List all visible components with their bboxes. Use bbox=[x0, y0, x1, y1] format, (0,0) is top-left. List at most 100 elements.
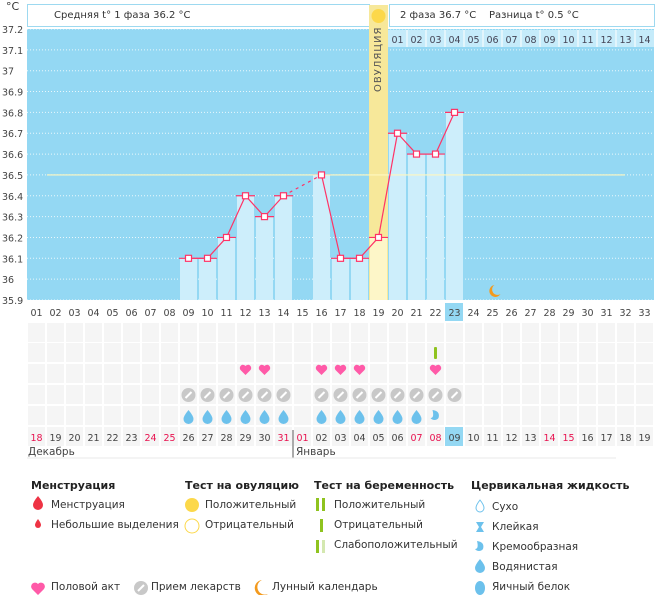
heart-icon bbox=[334, 364, 347, 375]
watery-fluid-icon bbox=[183, 410, 194, 424]
temperature-bar bbox=[389, 133, 406, 300]
grid-cell bbox=[123, 343, 140, 362]
phase2-day-label: 11 bbox=[581, 35, 593, 46]
phase2-day-label: 01 bbox=[391, 35, 403, 46]
ovulation-negative-icon bbox=[184, 518, 200, 534]
grid-cell bbox=[560, 323, 577, 342]
y-tick-label: 36 bbox=[2, 275, 14, 286]
temperature-line bbox=[320, 174, 342, 259]
cycle-day-label: 11 bbox=[220, 308, 232, 319]
watery-fluid-icon bbox=[259, 410, 270, 424]
grid-cell bbox=[522, 427, 539, 446]
phase2-day-label: 09 bbox=[543, 35, 555, 46]
calendar-date-label: 18 bbox=[30, 433, 42, 444]
y-tick-label: 36.8 bbox=[2, 108, 23, 119]
grid-cell bbox=[28, 323, 45, 342]
grid-cell bbox=[503, 406, 520, 425]
temperature-bar bbox=[180, 258, 197, 300]
grid-cell bbox=[142, 343, 159, 362]
pill-line bbox=[336, 391, 345, 399]
cycle-day-label: 29 bbox=[562, 308, 574, 319]
grid-cell bbox=[351, 323, 368, 342]
watery-fluid-icon bbox=[373, 410, 384, 424]
y-tick-label: 36.5 bbox=[2, 171, 23, 182]
grid-cell bbox=[503, 343, 520, 362]
grid-cell bbox=[275, 343, 292, 362]
grid-cell bbox=[579, 427, 596, 446]
cycle-day-label: 33 bbox=[638, 308, 650, 319]
phase2-day-label: 02 bbox=[410, 35, 422, 46]
temperature-bar bbox=[427, 154, 444, 300]
grid-cell bbox=[180, 427, 197, 446]
grid-cell bbox=[275, 364, 292, 383]
grid-cell bbox=[28, 364, 45, 383]
grid-cell bbox=[123, 406, 140, 425]
grid-cell bbox=[598, 364, 615, 383]
calendar-date-label: 19 bbox=[638, 433, 650, 444]
pill-line bbox=[241, 391, 250, 399]
grid-cell bbox=[370, 364, 387, 383]
grid-cell bbox=[351, 343, 368, 362]
grid-cell bbox=[370, 323, 387, 342]
grid-cell bbox=[617, 343, 634, 362]
grid-cell bbox=[389, 343, 406, 362]
grid-cell bbox=[199, 343, 216, 362]
calendar-date-label: 09 bbox=[448, 433, 460, 444]
grid-cell bbox=[66, 323, 83, 342]
cycle-day-label: 10 bbox=[201, 308, 213, 319]
grid-cell bbox=[465, 385, 482, 404]
calendar-date-label: 04 bbox=[353, 433, 365, 444]
grid-cell bbox=[123, 323, 140, 342]
grid-cell bbox=[294, 385, 311, 404]
temperature-point bbox=[431, 150, 440, 158]
grid-cell bbox=[636, 343, 653, 362]
grid-cell bbox=[484, 406, 501, 425]
grid-cell bbox=[104, 427, 121, 446]
grid-cell bbox=[28, 385, 45, 404]
grid-cell bbox=[294, 364, 311, 383]
grid-cell bbox=[446, 343, 463, 362]
heart-icon bbox=[258, 364, 271, 375]
grid-cell bbox=[636, 323, 653, 342]
grid-cell bbox=[522, 385, 539, 404]
grid-cell bbox=[541, 385, 558, 404]
legend-menstruation-title: Менструация bbox=[31, 479, 116, 492]
phase2-day-label: 07 bbox=[505, 35, 517, 46]
temperature-bar bbox=[408, 154, 425, 300]
grid-cell bbox=[28, 343, 45, 362]
grid-cell bbox=[313, 427, 330, 446]
grid-cell bbox=[446, 323, 463, 342]
grid-cell bbox=[560, 343, 577, 362]
phase2-day-label: 10 bbox=[562, 35, 574, 46]
grid-cell bbox=[237, 323, 254, 342]
grid-cell bbox=[161, 343, 178, 362]
cycle-day-label: 20 bbox=[391, 308, 403, 319]
ovulation-positive-icon bbox=[185, 498, 199, 512]
calendar-date-label: 08 bbox=[429, 433, 441, 444]
temperature-bar bbox=[275, 195, 292, 300]
grid-cell bbox=[560, 385, 577, 404]
grid-cell bbox=[123, 427, 140, 446]
cervical-sticky-icon bbox=[476, 522, 484, 532]
grid-cell bbox=[47, 427, 64, 446]
grid-cell bbox=[85, 343, 102, 362]
cycle-day-label: 32 bbox=[619, 308, 631, 319]
pregnancy-weak-bar2 bbox=[322, 540, 325, 553]
grid-cell bbox=[465, 406, 482, 425]
medication-icon bbox=[352, 388, 367, 402]
grid-cell bbox=[104, 343, 121, 362]
calendar-date-label: 03 bbox=[334, 433, 346, 444]
grid-cell bbox=[389, 427, 406, 446]
grid-cell bbox=[522, 364, 539, 383]
grid-cell bbox=[180, 364, 197, 383]
spotting-drop-icon bbox=[35, 519, 41, 528]
temperature-bar bbox=[370, 237, 387, 300]
cycle-day-label: 16 bbox=[315, 308, 327, 319]
medication-icon bbox=[409, 388, 424, 402]
grid-cell bbox=[465, 427, 482, 446]
heart-icon bbox=[239, 364, 252, 375]
temperature-point bbox=[203, 254, 212, 262]
phase2-day-label: 04 bbox=[448, 35, 460, 46]
temperature-point bbox=[450, 108, 459, 116]
cycle-day-label: 18 bbox=[353, 308, 365, 319]
